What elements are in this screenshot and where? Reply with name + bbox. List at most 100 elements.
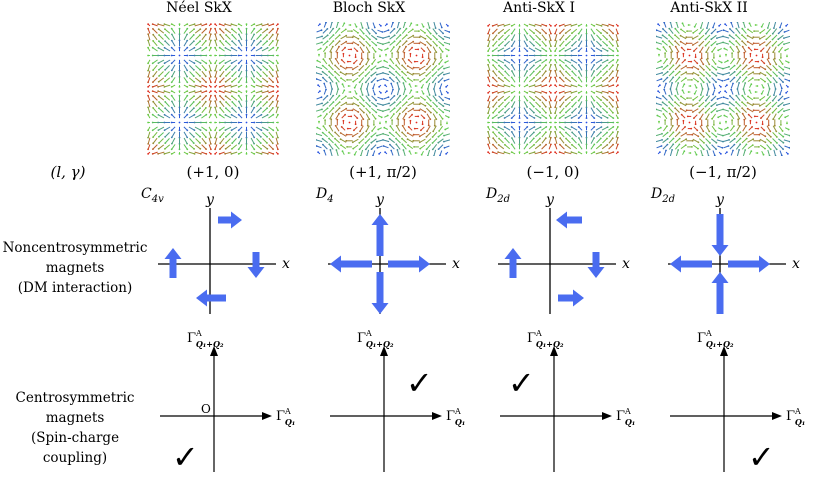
spin-vector [511, 144, 516, 150]
spin-vector [250, 144, 255, 150]
spin-vector [772, 64, 778, 71]
spin-vector [571, 23, 578, 27]
spin-vector-head [735, 94, 738, 97]
spin-vector-head [510, 45, 513, 47]
spin-vector-head [382, 139, 384, 141]
spin-vector-head [612, 25, 615, 27]
spin-vector [322, 34, 329, 40]
spin-vector-head [157, 47, 160, 49]
spin-vector-head [678, 124, 680, 127]
spin-vector-head [678, 131, 681, 134]
spin-vector [224, 84, 232, 88]
spin-vector [615, 100, 619, 108]
spin-vector-head [205, 81, 207, 83]
spin-vector-head [487, 32, 489, 35]
spin-vector-head [780, 57, 782, 59]
spin-vector [171, 34, 176, 41]
spin-vector [427, 88, 431, 96]
spin-vector-head [147, 69, 149, 72]
spin-vector [747, 132, 754, 137]
spin-vector [201, 47, 207, 52]
spin-vector [261, 84, 269, 88]
spin-vector [201, 77, 207, 83]
spin-vector-head [518, 151, 521, 154]
spin-vector [401, 77, 407, 83]
spin-vector [432, 58, 437, 65]
spin-vector-head [487, 54, 489, 57]
spin-vector [729, 107, 735, 113]
spin-vector [335, 113, 340, 120]
spin-vector-head [498, 70, 500, 73]
spin-vector-head [526, 25, 529, 27]
noncentro-label-line3: (DM interaction) [17, 280, 133, 296]
spin-vector [371, 58, 377, 65]
spin-vector-head [577, 45, 580, 47]
spin-vector [497, 151, 505, 155]
spin-vector-head [178, 153, 181, 155]
spin-vector [656, 139, 663, 143]
spin-vector-head [406, 138, 409, 141]
dm-arrow-down-top [711, 214, 729, 256]
spin-vector [262, 40, 268, 46]
spin-vector [395, 34, 401, 40]
spin-vector-head [164, 148, 166, 150]
spin-vector-head [545, 111, 547, 114]
spin-vector-head [405, 101, 408, 103]
spin-vector-head [237, 69, 240, 72]
spin-vector-head [617, 84, 619, 86]
spin-vector [595, 114, 602, 119]
spin-vector [554, 137, 558, 145]
spin-vector-head [205, 129, 208, 132]
spin-vector-head [164, 40, 166, 42]
spin-vector [189, 138, 195, 144]
spin-vector-head [204, 33, 207, 36]
spin-vector-head [224, 90, 226, 93]
spin-vector-head [401, 124, 404, 127]
spin-vector-head [564, 59, 567, 61]
spin-vector-head [321, 102, 323, 105]
spin-vector-head [612, 54, 615, 57]
spin-vector-head [511, 137, 513, 139]
spin-vector [778, 95, 784, 101]
spin-vector-head [691, 139, 694, 142]
spin-vector-head [425, 142, 428, 144]
spin-vector-head [390, 82, 393, 85]
spin-vector [548, 131, 552, 138]
spin-vector [778, 28, 784, 34]
spin-vector-head [539, 38, 541, 41]
spin-vector-head [775, 81, 778, 84]
spin-vector-head [706, 124, 709, 127]
spin-vector-head [705, 118, 708, 121]
spin-vector [201, 137, 207, 144]
spin-vector-head [386, 114, 389, 117]
spin-vector-head [672, 131, 675, 134]
dm-arrow-left [504, 248, 522, 278]
spin-vector [711, 125, 717, 132]
spin-vector-head [382, 78, 385, 80]
spin-vector-head [721, 146, 724, 149]
spin-vector-head [224, 28, 227, 31]
spin-vector-head [271, 142, 274, 145]
spin-vector [238, 144, 243, 150]
spin-vector [164, 126, 171, 131]
spin-vector-head [757, 127, 760, 130]
spin-vector [565, 65, 571, 71]
spin-vector [268, 131, 274, 138]
spin-vector-head [338, 94, 341, 97]
spin-vector-head [193, 95, 195, 97]
spin-vector-head [660, 78, 663, 80]
spin-vector-head [253, 148, 256, 151]
spin-vector [692, 138, 699, 143]
spin-vector-head [186, 113, 189, 116]
spin-vector-head [612, 84, 615, 86]
spin-vector [578, 70, 583, 77]
spin-vector-head [593, 117, 596, 119]
spin-vector-head [205, 148, 207, 150]
spin-vector [194, 126, 201, 131]
spin-vector [164, 23, 171, 27]
spin-vector [389, 125, 395, 132]
spin-vector [334, 107, 340, 113]
spin-vector-head [526, 64, 529, 66]
spin-vector-head [558, 126, 561, 128]
spin-vector-head [679, 40, 682, 43]
